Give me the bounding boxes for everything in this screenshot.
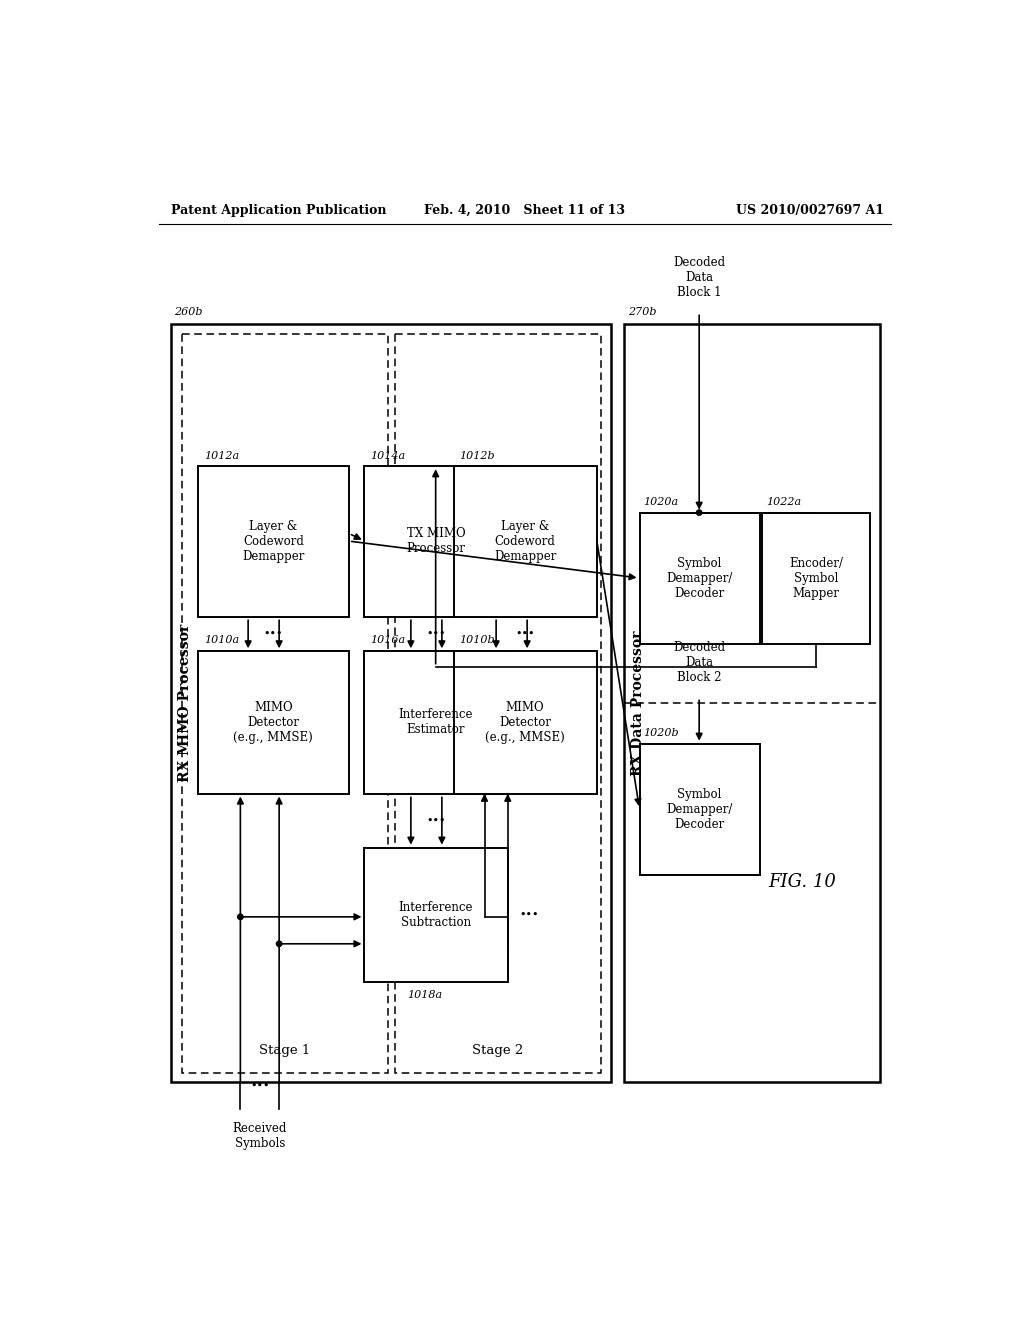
Text: Received
Symbols: Received Symbols [232,1122,287,1150]
Text: 1016a: 1016a [371,635,406,645]
Bar [198,651,349,793]
Bar [395,334,601,1073]
Text: Interference
Subtraction: Interference Subtraction [398,902,473,929]
Text: MIMO
Detector
(e.g., MMSE): MIMO Detector (e.g., MMSE) [233,701,313,744]
Bar [365,847,508,982]
Text: 1022a: 1022a [766,496,801,507]
Text: Layer &
Codeword
Demapper: Layer & Codeword Demapper [494,520,556,562]
Circle shape [238,915,243,920]
Bar [171,323,611,1082]
Text: RX MIMO Processor: RX MIMO Processor [177,624,191,783]
Text: 1020b: 1020b [643,727,679,738]
Text: Symbol
Demapper/
Decoder: Symbol Demapper/ Decoder [667,557,733,599]
Text: Decoded
Data
Block 2: Decoded Data Block 2 [673,642,725,684]
Text: US 2010/0027697 A1: US 2010/0027697 A1 [735,205,884,218]
Bar [640,743,760,874]
Text: 1018a: 1018a [407,990,442,999]
Text: 1012a: 1012a [204,450,239,461]
Bar [365,466,508,616]
Text: Stage 1: Stage 1 [259,1044,310,1056]
Text: Symbol
Demapper/
Decoder: Symbol Demapper/ Decoder [667,788,733,830]
Text: Decoded
Data
Block 1: Decoded Data Block 1 [673,256,725,300]
Text: Feb. 4, 2010   Sheet 11 of 13: Feb. 4, 2010 Sheet 11 of 13 [424,205,626,218]
Text: Stage 2: Stage 2 [472,1044,523,1056]
Text: TX MIMO
Processor: TX MIMO Processor [407,528,466,556]
Bar [762,512,870,644]
Circle shape [696,510,701,515]
Bar [640,512,760,644]
Bar [624,323,880,1082]
Circle shape [276,941,282,946]
Bar [454,466,597,616]
Text: 1010a: 1010a [204,635,239,645]
Text: 1010b: 1010b [460,635,496,645]
Bar [454,651,597,793]
Bar [198,466,349,616]
Text: RX Data Processor: RX Data Processor [631,631,645,776]
Text: Layer &
Codeword
Demapper: Layer & Codeword Demapper [242,520,304,562]
Bar [182,334,388,1073]
Text: •••: ••• [520,909,540,920]
Text: 270b: 270b [628,308,656,317]
Bar [365,651,508,793]
Text: •••: ••• [426,816,445,825]
Text: Patent Application Publication: Patent Application Publication [171,205,386,218]
Text: 260b: 260b [174,308,203,317]
Text: 1014a: 1014a [371,450,406,461]
Text: 1012b: 1012b [460,450,496,461]
Text: FIG. 10: FIG. 10 [768,874,837,891]
Text: •••: ••• [426,628,445,639]
Text: •••: ••• [515,628,535,639]
Text: •••: ••• [263,628,283,639]
Text: MIMO
Detector
(e.g., MMSE): MIMO Detector (e.g., MMSE) [485,701,565,744]
Text: •••: ••• [250,1081,269,1092]
Text: Interference
Estimator: Interference Estimator [398,709,473,737]
Text: Encoder/
Symbol
Mapper: Encoder/ Symbol Mapper [790,557,843,599]
Text: 1020a: 1020a [643,496,679,507]
